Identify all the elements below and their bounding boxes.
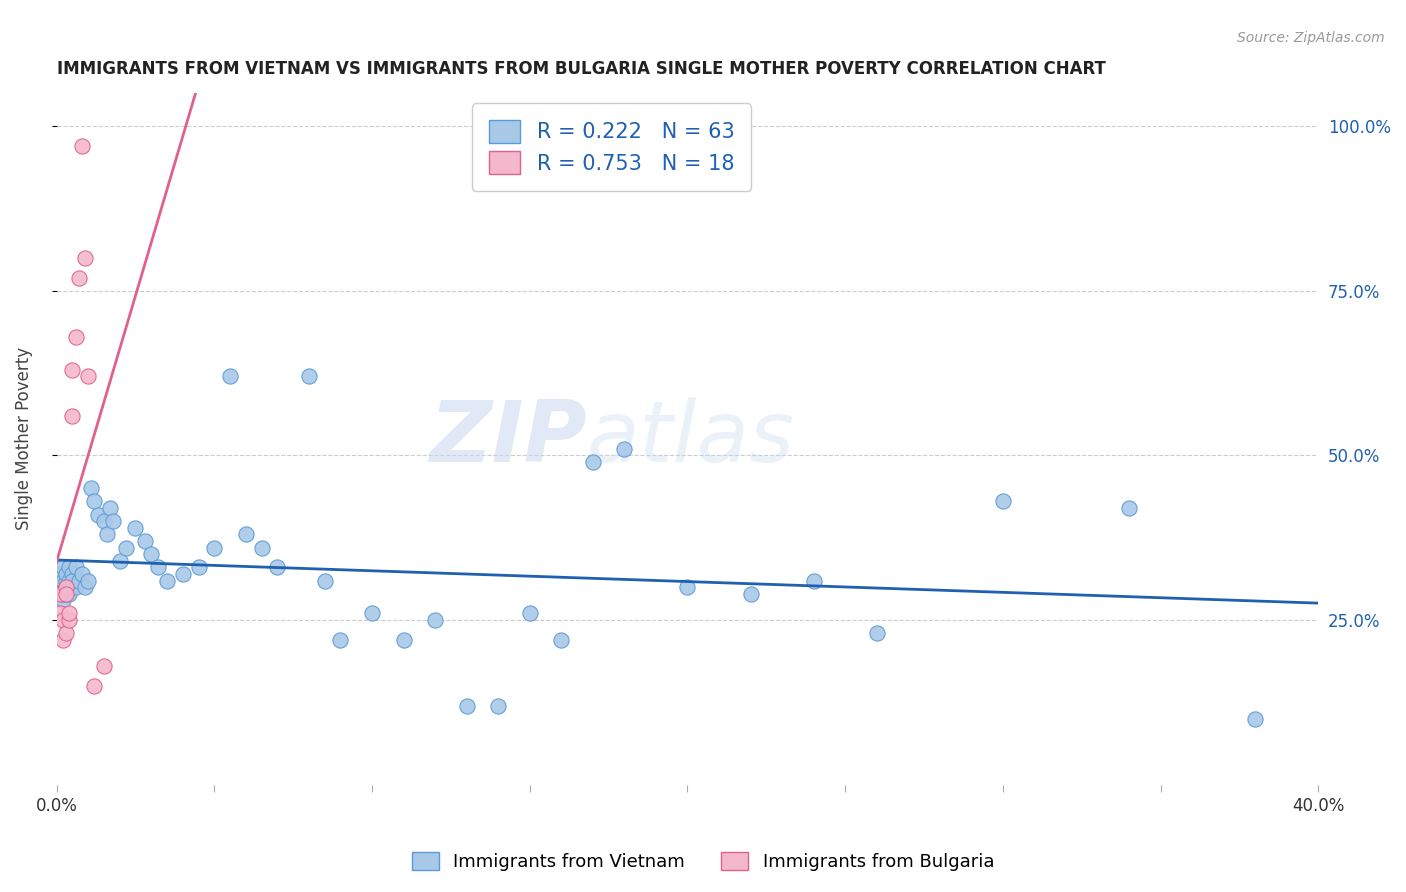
Point (250, 541, 273, 555)
Point (83, 679, 105, 693)
Point (108, 554, 131, 568)
Point (613, 442, 636, 456)
Point (67, 270, 90, 285)
Point (676, 580, 699, 594)
Point (73, 580, 96, 594)
Point (52, 574, 75, 588)
Point (156, 574, 179, 588)
Point (202, 541, 225, 555)
Point (1244, 712, 1267, 726)
Point (86, 508, 108, 522)
Point (58, 574, 80, 588)
Point (80, 481, 103, 495)
Point (58, 613, 80, 627)
Point (70, 566, 93, 581)
Point (187, 560, 209, 574)
Point (93, 659, 115, 673)
Point (740, 587, 762, 601)
Point (60, 566, 83, 581)
Point (67, 574, 90, 588)
Point (519, 607, 541, 621)
Point (49, 587, 72, 601)
Point (52, 593, 75, 607)
Point (55, 626, 77, 640)
Point (98, 501, 121, 516)
Y-axis label: Single Mother Poverty: Single Mother Poverty (15, 347, 32, 531)
Point (58, 560, 80, 574)
Point (58, 587, 80, 601)
Text: Source: ZipAtlas.com: Source: ZipAtlas.com (1237, 31, 1385, 45)
Point (52, 632, 75, 647)
Point (70, 138, 93, 153)
Point (550, 632, 572, 647)
Point (55, 587, 77, 601)
Point (266, 560, 288, 574)
Point (298, 369, 321, 384)
Point (60, 574, 83, 588)
Point (803, 574, 825, 588)
Point (49, 580, 72, 594)
Point (392, 632, 415, 647)
Point (486, 698, 509, 713)
Point (60, 580, 83, 594)
Point (55, 574, 77, 588)
Point (49, 566, 72, 581)
Point (103, 514, 125, 528)
Point (65, 330, 87, 344)
Point (329, 632, 352, 647)
Point (83, 494, 105, 508)
Point (235, 527, 257, 541)
Point (60, 409, 83, 423)
Legend: R = 0.222   N = 63, R = 0.753   N = 18: R = 0.222 N = 63, R = 0.753 N = 18 (472, 103, 751, 191)
Point (52, 613, 75, 627)
Point (65, 560, 87, 574)
Point (991, 494, 1014, 508)
Point (73, 251, 96, 265)
Point (55, 587, 77, 601)
Point (55, 580, 77, 594)
Point (361, 607, 384, 621)
Point (77, 574, 100, 588)
Point (58, 580, 80, 594)
Point (582, 455, 605, 469)
Point (58, 607, 80, 621)
Point (172, 566, 194, 581)
Point (1118, 501, 1140, 516)
Text: atlas: atlas (586, 398, 794, 481)
Text: ZIP: ZIP (429, 398, 586, 481)
Point (115, 541, 138, 555)
Point (55, 580, 77, 594)
Point (219, 369, 242, 384)
Point (93, 514, 115, 528)
Point (49, 607, 72, 621)
Point (141, 547, 163, 561)
Point (124, 521, 146, 535)
Point (77, 369, 100, 384)
Point (146, 560, 169, 574)
Point (52, 587, 75, 601)
Point (134, 534, 156, 549)
Text: IMMIGRANTS FROM VIETNAM VS IMMIGRANTS FROM BULGARIA SINGLE MOTHER POVERTY CORREL: IMMIGRANTS FROM VIETNAM VS IMMIGRANTS FR… (56, 60, 1105, 78)
Point (96, 527, 118, 541)
Point (866, 626, 889, 640)
Point (456, 698, 478, 713)
Point (423, 613, 446, 627)
Point (65, 580, 87, 594)
Point (314, 574, 336, 588)
Point (52, 560, 75, 574)
Point (55, 566, 77, 581)
Point (60, 362, 83, 376)
Legend: Immigrants from Vietnam, Immigrants from Bulgaria: Immigrants from Vietnam, Immigrants from… (405, 845, 1001, 879)
